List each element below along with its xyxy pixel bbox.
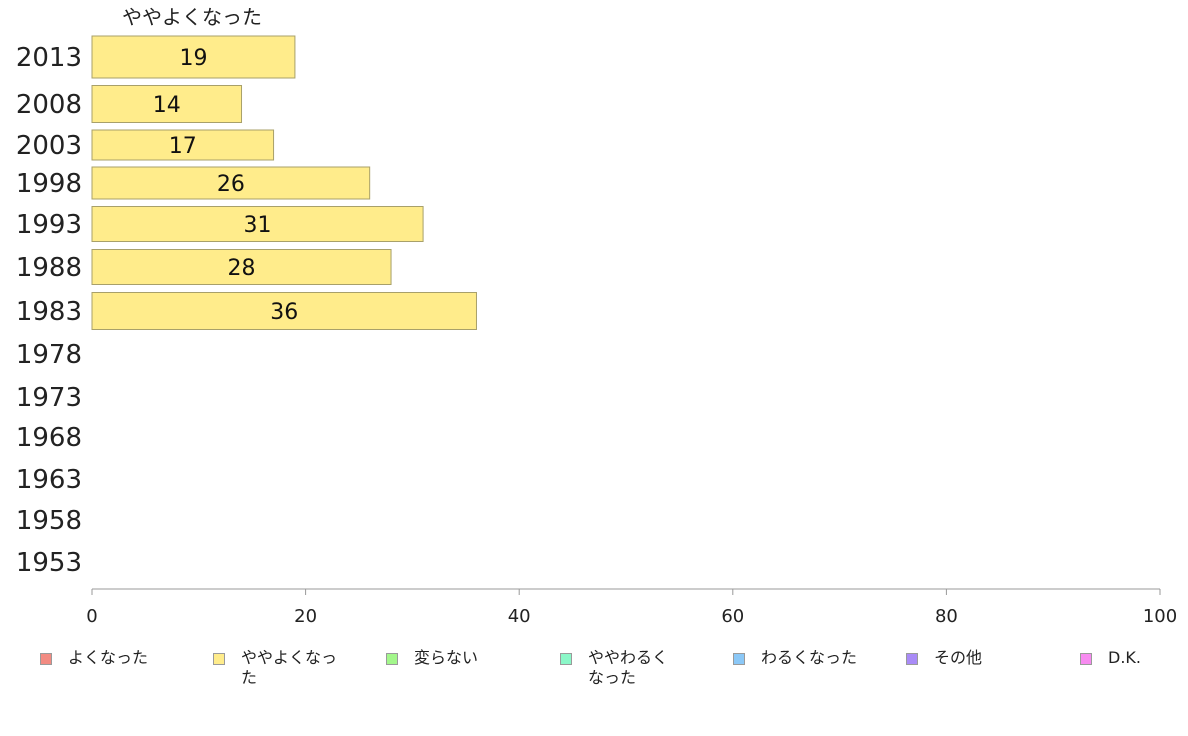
bar-value-label: 14 bbox=[153, 93, 181, 118]
bar bbox=[91, 85, 243, 123]
bars bbox=[91, 35, 477, 330]
bar bbox=[91, 292, 477, 330]
legend-item: D.K. bbox=[1080, 648, 1188, 668]
legend-item: その他 bbox=[906, 648, 1034, 668]
x-tick-label: 20 bbox=[294, 606, 317, 627]
x-tick-label: 40 bbox=[508, 606, 531, 627]
x-tick-label: 0 bbox=[86, 606, 97, 627]
legend-item: ややよくなった bbox=[213, 648, 341, 688]
bar-value-label: 36 bbox=[270, 300, 298, 325]
category-label: 1988 bbox=[16, 253, 82, 283]
legend-swatch bbox=[1080, 653, 1092, 665]
x-tick-label: 60 bbox=[721, 606, 744, 627]
legend-swatch bbox=[386, 653, 398, 665]
legend-label: よくなった bbox=[68, 648, 149, 667]
bar-chart: ややよくなった 2013 2008 2003 1998 1993 1988 1983 1978… bbox=[16, 5, 1177, 627]
category-label: 1958 bbox=[16, 506, 82, 536]
legend-swatch bbox=[560, 653, 572, 665]
series-header-label: ややよくなった bbox=[122, 5, 262, 29]
legend-label: ややよくなった bbox=[241, 648, 338, 687]
bar-value-label: 17 bbox=[169, 134, 197, 159]
legend-swatch bbox=[906, 653, 918, 665]
bar bbox=[91, 249, 392, 285]
bar bbox=[91, 35, 296, 79]
category-labels: 2013 2008 2003 1998 1993 1988 1983 1978 1973 1968… bbox=[16, 43, 82, 578]
legend-item: わるくなった bbox=[733, 648, 861, 668]
legend-item: ややわるく なった bbox=[560, 648, 688, 688]
series-header: ややよくなった bbox=[122, 5, 262, 29]
category-label: 1953 bbox=[16, 548, 82, 578]
bar-value-label: 28 bbox=[228, 256, 256, 281]
category-label: 1983 bbox=[16, 297, 82, 327]
category-label: 1978 bbox=[16, 340, 82, 370]
bar-value-label: 31 bbox=[244, 213, 272, 238]
legend-swatch bbox=[40, 653, 52, 665]
legend-swatch bbox=[213, 653, 225, 665]
category-label: 1963 bbox=[16, 465, 82, 495]
category-label: 1968 bbox=[16, 423, 82, 453]
x-tick-label: 80 bbox=[935, 606, 958, 627]
legend-label: 変らない bbox=[414, 648, 479, 667]
x-tick-label: 100 bbox=[1143, 606, 1177, 627]
x-axis: 0 20 40 60 80 100 bbox=[86, 588, 1177, 627]
category-label: 2003 bbox=[16, 131, 82, 161]
category-label: 1998 bbox=[16, 169, 82, 199]
category-label: 2008 bbox=[16, 90, 82, 120]
bar bbox=[91, 206, 424, 242]
category-label: 1973 bbox=[16, 383, 82, 413]
legend-label: わるくなった bbox=[761, 648, 858, 667]
legend-label: その他 bbox=[934, 648, 983, 667]
bar bbox=[91, 166, 371, 200]
legend-item: 変らない bbox=[386, 648, 514, 668]
bar-value-label: 26 bbox=[217, 172, 245, 197]
legend-item: よくなった bbox=[40, 648, 168, 668]
category-label: 2013 bbox=[16, 43, 82, 73]
bar-value-label: 19 bbox=[179, 46, 207, 71]
legend-label: ややわるく なった bbox=[588, 648, 669, 687]
bar bbox=[91, 129, 275, 161]
category-label: 1993 bbox=[16, 210, 82, 240]
bar-value-labels: 19 14 17 26 31 28 36 bbox=[153, 46, 298, 325]
legend-label: D.K. bbox=[1108, 648, 1141, 667]
legend-swatch bbox=[733, 653, 745, 665]
legend: よくなった ややよくなった 変らない ややわるく なった わるくなった その他 D.K. bbox=[0, 640, 1188, 690]
